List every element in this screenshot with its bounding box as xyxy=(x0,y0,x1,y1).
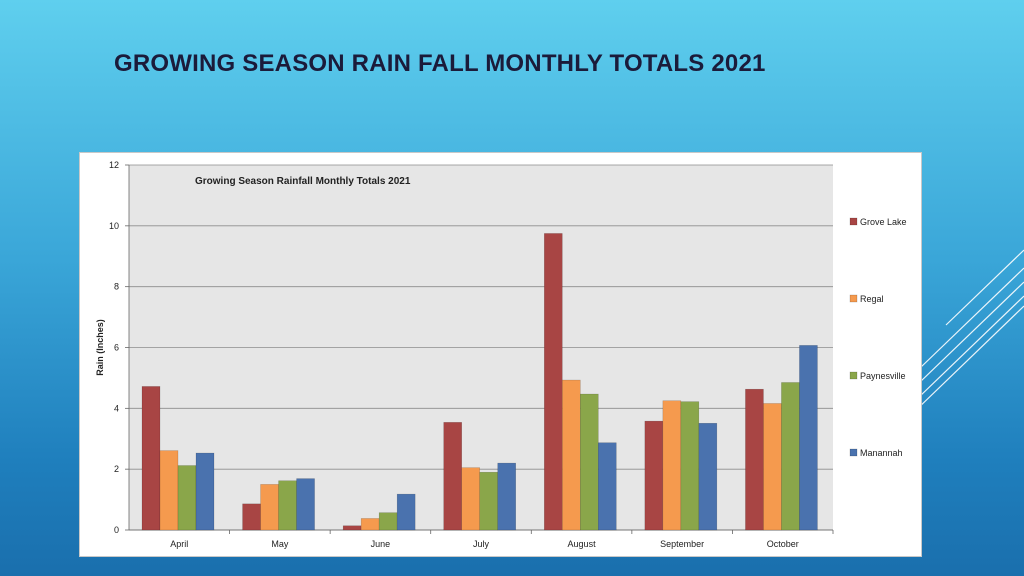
bar-manannah-april xyxy=(195,452,215,531)
bar-grove-lake-october xyxy=(745,388,764,531)
bar-regal-april xyxy=(159,450,179,531)
bar-paynesville-september xyxy=(680,401,700,531)
legend-label: Paynesville xyxy=(860,371,906,381)
y-axis-label: Rain (Inches) xyxy=(95,319,105,376)
bars xyxy=(141,233,818,531)
bar-regal-may xyxy=(260,484,279,531)
bar-paynesville-june xyxy=(378,512,398,531)
bar-regal-august xyxy=(562,379,581,531)
x-tick-label: May xyxy=(271,539,289,549)
y-tick-label: 2 xyxy=(114,464,119,474)
bar-manannah-september xyxy=(698,422,718,531)
bar-paynesville-may xyxy=(278,480,297,531)
x-tick-label: July xyxy=(473,539,490,549)
x-tick-label: April xyxy=(170,539,188,549)
legend-swatch xyxy=(849,371,858,380)
bar-paynesville-august xyxy=(580,393,599,531)
x-tick-label: October xyxy=(767,539,799,549)
bar-grove-lake-may xyxy=(242,503,261,531)
y-tick-label: 12 xyxy=(109,160,119,170)
x-tick-label: June xyxy=(371,539,391,549)
legend: Grove Lake Regal Paynesville Manannah xyxy=(849,217,907,458)
bar-grove-lake-august xyxy=(544,233,563,531)
bar-grove-lake-april xyxy=(141,386,161,531)
bar-paynesville-april xyxy=(177,465,197,531)
bar-paynesville-july xyxy=(479,471,498,531)
x-tick-label: August xyxy=(568,539,597,549)
y-tick-label: 0 xyxy=(114,525,119,535)
legend-label: Regal xyxy=(860,294,884,304)
bar-manannah-may xyxy=(296,478,315,531)
bar-grove-lake-june xyxy=(342,525,362,531)
y-tick-label: 4 xyxy=(114,403,119,413)
bar-regal-october xyxy=(763,403,782,531)
legend-swatch xyxy=(849,294,858,303)
legend-label: Grove Lake xyxy=(860,217,907,227)
y-tick-label: 10 xyxy=(109,221,119,231)
bar-grove-lake-september xyxy=(644,420,664,531)
legend-label: Manannah xyxy=(860,448,903,458)
x-tick-label: September xyxy=(660,539,704,549)
legend-swatch xyxy=(849,448,858,457)
x-axis-ticks: April May June July August September October xyxy=(170,530,834,549)
rainfall-chart: 0 2 4 6 8 10 12 April May June July August Septembe… xyxy=(95,160,907,549)
slide-title: GROWING SEASON RAIN FALL MONTHLY TOTALS … xyxy=(114,50,766,77)
chart-title: Growing Season Rainfall Monthly Totals 2… xyxy=(195,176,411,187)
y-tick-label: 8 xyxy=(114,282,119,292)
bar-regal-september xyxy=(662,400,682,531)
bar-manannah-august xyxy=(598,442,617,531)
bar-paynesville-october xyxy=(781,382,800,531)
bar-grove-lake-july xyxy=(443,422,462,531)
y-axis-ticks: 0 2 4 6 8 10 12 xyxy=(109,160,129,535)
bar-manannah-july xyxy=(497,462,516,531)
legend-swatch xyxy=(849,217,858,226)
chart-panel: 0 2 4 6 8 10 12 April May June July August Septembe… xyxy=(79,152,922,557)
bar-manannah-october xyxy=(799,345,818,531)
bar-regal-july xyxy=(461,467,480,531)
bar-manannah-june xyxy=(396,493,416,531)
y-tick-label: 6 xyxy=(114,343,119,353)
bar-regal-june xyxy=(360,518,380,531)
